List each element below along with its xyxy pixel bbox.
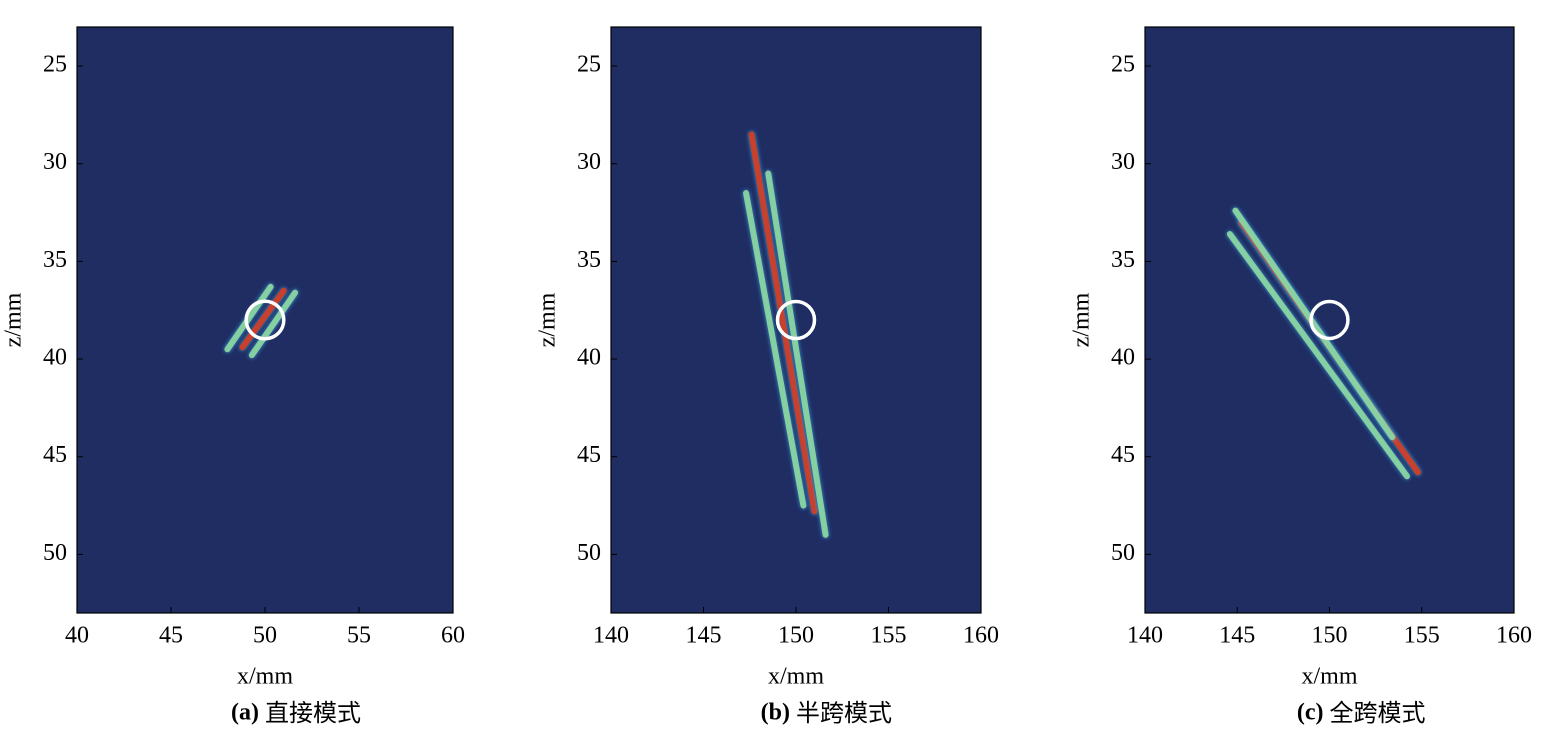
panel-caption: 半跨模式 <box>796 699 892 727</box>
y-tick-label: 45 <box>577 442 601 468</box>
y-tick-label: 40 <box>1111 345 1135 371</box>
y-tick-label: 25 <box>1111 52 1135 78</box>
y-tick-label: 35 <box>577 247 601 273</box>
y-tick-label: 30 <box>577 149 601 175</box>
plot-background <box>1145 27 1514 613</box>
panel-caption: 全跨模式 <box>1330 699 1426 727</box>
y-tick-label: 40 <box>577 345 601 371</box>
y-tick-label: 40 <box>43 345 67 371</box>
y-tick-label: 25 <box>577 52 601 78</box>
plot-background <box>611 27 981 613</box>
streak <box>239 287 287 351</box>
x-tick-label: 150 <box>778 623 814 649</box>
panel-caption: 直接模式 <box>265 699 361 727</box>
streak <box>1226 231 1410 480</box>
x-tick-label: 150 <box>1312 623 1348 649</box>
x-tick-label: 160 <box>963 623 999 649</box>
y-tick-label: 50 <box>577 540 601 566</box>
x-tick-label: 155 <box>1404 623 1440 649</box>
x-tick-label: 155 <box>871 623 907 649</box>
x-tick-label: 60 <box>441 623 465 649</box>
x-tick-label: 145 <box>686 623 722 649</box>
y-axis-label: z/mm <box>1 292 27 347</box>
y-tick-label: 45 <box>1111 442 1135 468</box>
target-circle <box>244 299 286 341</box>
y-tick-label: 50 <box>1111 540 1135 566</box>
streak <box>765 170 829 538</box>
x-tick-label: 45 <box>159 623 183 649</box>
y-axis-label: z/mm <box>1069 292 1095 347</box>
streak <box>748 131 818 515</box>
y-tick-label: 25 <box>43 52 67 78</box>
x-tick-label: 40 <box>65 623 89 649</box>
x-tick-label: 55 <box>347 623 371 649</box>
y-tick-label: 45 <box>43 442 67 468</box>
y-axis-label: z/mm <box>535 292 561 347</box>
y-tick-label: 30 <box>43 149 67 175</box>
y-tick-label: 35 <box>43 247 67 273</box>
streak <box>248 289 299 359</box>
streak <box>224 283 274 353</box>
x-axis-label: x/mm <box>237 664 293 690</box>
target-circle <box>1309 299 1350 341</box>
x-axis-label: x/mm <box>768 664 824 690</box>
x-tick-label: 140 <box>1127 623 1163 649</box>
x-tick-label: 140 <box>593 623 629 649</box>
x-tick-label: 160 <box>1496 623 1532 649</box>
streak <box>1232 207 1396 441</box>
streak <box>743 190 807 509</box>
y-tick-label: 50 <box>43 540 67 566</box>
x-tick-label: 50 <box>253 623 277 649</box>
panel-label: (c) <box>1297 700 1324 726</box>
y-tick-label: 30 <box>1111 149 1135 175</box>
x-tick-label: 145 <box>1219 623 1255 649</box>
target-circle <box>775 299 817 341</box>
y-tick-label: 35 <box>1111 247 1135 273</box>
panel-label: (a) <box>231 700 259 726</box>
x-axis-label: x/mm <box>1301 664 1357 690</box>
panel-label: (b) <box>761 700 790 726</box>
